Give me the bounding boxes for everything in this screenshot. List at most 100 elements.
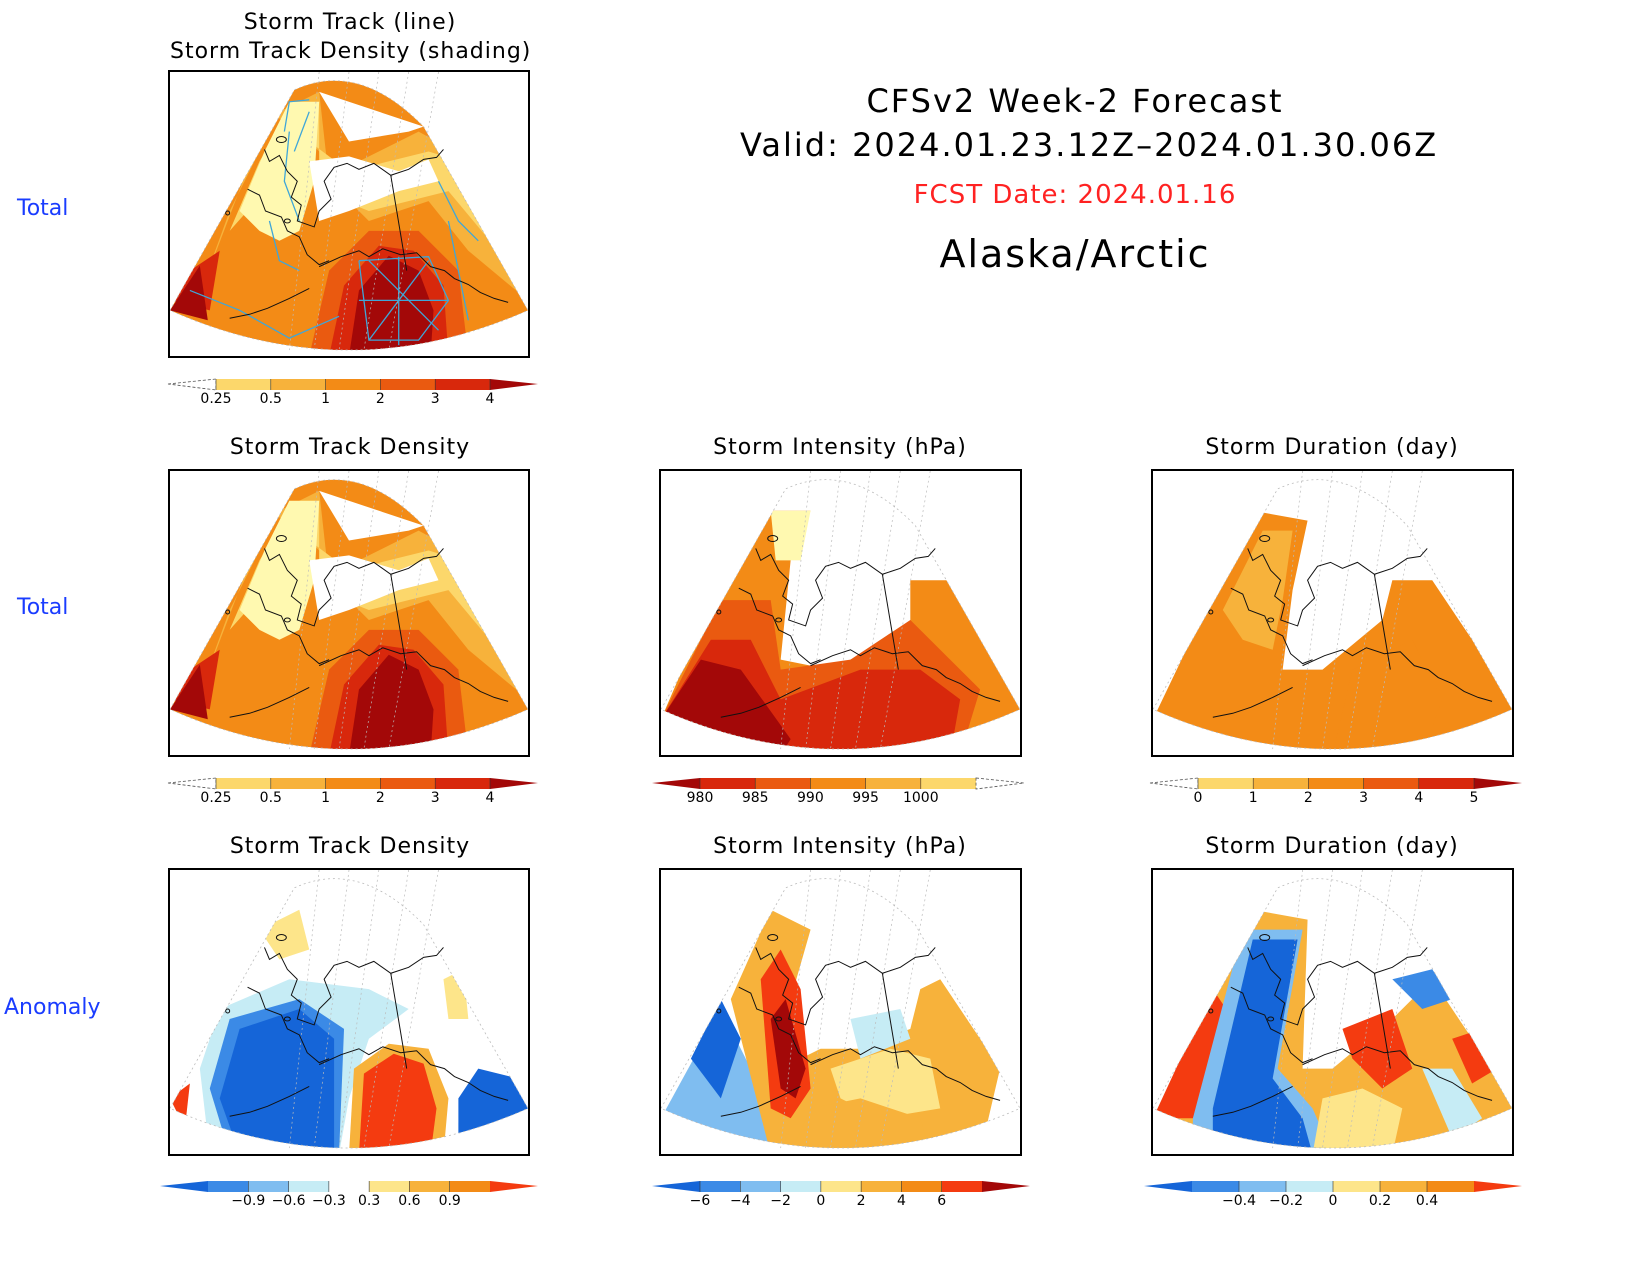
panel-title-track-line: Storm Track (line) [243,10,457,35]
colorbar-swatch [1308,778,1365,789]
colorbar-right-extension [1474,778,1522,789]
colorbar-swatch [270,379,327,390]
panel-title-intensity-anomaly: Storm Intensity (hPa) [713,834,967,859]
colorbar-intensity-anomaly: −6 −4 −2 0 2 4 6 [652,1180,1030,1216]
colorbar-swatch [1380,1181,1428,1192]
colorbar-right-extension [490,1181,538,1192]
colorbar-left-extension [1144,1181,1192,1192]
colorbar-swatch [865,778,922,789]
colorbar-left-extension [652,1181,700,1192]
colorbar-duration-anomaly: −0.4 −0.2 0 0.2 0.4 [1144,1180,1522,1216]
colorbar-tick-label: 0.25 [200,790,232,806]
colorbar-tick-label: 6 [937,1193,947,1209]
colorbar-left-extension [167,777,217,790]
colorbar-swatch [1239,1181,1287,1192]
colorbar-tick-label: 5 [1469,790,1479,806]
colorbar-tick-label: 990 [797,790,824,806]
colorbar-tick-label: −0.4 [1222,1193,1256,1209]
forecast-title: CFSv2 Week-2 Forecast [866,82,1284,120]
colorbar-swatch [920,778,977,789]
colorbar-swatch [755,778,811,789]
colorbar-swatch [435,379,491,390]
colorbar-swatch [941,1181,983,1192]
colorbar-tick-label: 2 [375,790,385,806]
colorbar-tick-label: 1000 [902,790,939,806]
colorbar-right-extension [1474,1181,1522,1192]
colorbar-tick-label: −0.9 [231,1193,266,1209]
colorbar-tick-label: 3 [1359,790,1369,806]
colorbar-density-1: 0.25 0.5 1 2 3 4 [167,378,538,414]
row-label-total-2: Total [17,595,69,620]
map-track-density-with-lines [168,70,530,358]
colorbar-tick-label: 1 [1248,790,1258,806]
map-intensity-anomaly [659,868,1022,1156]
colorbar-swatch [1253,778,1309,789]
colorbar-tick-label: 1 [321,391,331,407]
region-label: Alaska/Arctic [939,232,1211,276]
colorbar-swatch [288,1181,330,1192]
colorbar-right-extension [490,379,538,390]
colorbar-left-extension [652,778,700,789]
colorbar-swatch [1418,778,1475,789]
colorbar-swatch [780,1181,822,1192]
panel-title-density-total: Storm Track Density [229,435,471,460]
colorbar-tick-label: 0.9 [438,1193,461,1209]
colorbar-right-extension [490,778,538,789]
colorbar-swatch [861,1181,902,1192]
colorbar-tick-label: 0.3 [358,1193,381,1209]
panel-title-intensity-total: Storm Intensity (hPa) [713,435,967,460]
colorbar-tick-label: 2 [1303,790,1313,806]
colorbar-tick-label: 0 [1328,1193,1338,1209]
colorbar-tick-label: 0.25 [200,391,232,407]
colorbar-swatch [700,778,756,789]
valid-range: Valid: 2024.01.23.12Z–2024.01.30.06Z [740,126,1439,164]
panel-title-duration-anomaly: Storm Duration (day) [1205,834,1459,859]
colorbar-swatch [369,1181,410,1192]
colorbar-right-extension [982,1181,1030,1192]
colorbar-tick-label: −4 [729,1193,751,1209]
row-label-anomaly: Anomaly [4,995,101,1020]
colorbar-tick-label: −2 [770,1193,791,1209]
colorbar-tick-label: 0 [816,1193,826,1209]
colorbar-tick-label: −0.3 [311,1193,346,1209]
colorbar-swatch [380,379,436,390]
colorbar-swatch [449,1181,491,1192]
colorbar-tick-label: 4 [896,1193,906,1209]
colorbar-swatch [1286,1181,1334,1192]
colorbar-tick-label: 0 [1193,790,1203,806]
colorbar-tick-label: 4 [1414,790,1424,806]
colorbar-tick-label: 995 [852,790,879,806]
row-label-total-1: Total [17,196,69,221]
colorbar-swatch [1363,778,1420,789]
colorbar-tick-label: −0.2 [1269,1193,1303,1209]
colorbar-tick-label: −0.6 [271,1193,306,1209]
colorbar-graphic [160,1181,538,1192]
panel-title-track-shading: Storm Track Density (shading) [170,39,532,64]
colorbar-tick-label: 0.5 [259,790,282,806]
colorbar-tick-label: 3 [430,790,440,806]
map-intensity-total [659,469,1022,757]
map-duration-anomaly [1151,868,1514,1156]
colorbar-tick-label: 4 [485,790,495,806]
fcst-date: FCST Date: 2024.01.16 [913,180,1237,210]
map-duration-total [1151,469,1514,757]
colorbar-swatch [216,379,272,390]
colorbar-graphic [652,1181,1030,1192]
colorbar-swatch [740,1181,782,1192]
colorbar-tick-label: 2 [856,1193,866,1209]
colorbar-swatch [380,778,436,789]
colorbar-swatch [1192,1181,1240,1192]
colorbar-graphic [167,777,538,790]
colorbar-tick-label: 0.4 [1415,1193,1439,1209]
map-track-density-total [168,469,530,757]
map-track-density-anomaly [168,868,530,1156]
colorbar-swatch [1198,778,1254,789]
colorbar-graphic [1149,777,1522,790]
colorbar-swatch [810,778,867,789]
colorbar-tick-label: 985 [741,790,769,806]
colorbar-swatch [248,1181,290,1192]
colorbar-tick-label: 3 [430,391,440,407]
panel-title-duration-total: Storm Duration (day) [1205,435,1459,460]
colorbar-swatch [328,1181,370,1192]
colorbar-density-2: 0.25 0.5 1 2 3 4 [167,777,538,813]
